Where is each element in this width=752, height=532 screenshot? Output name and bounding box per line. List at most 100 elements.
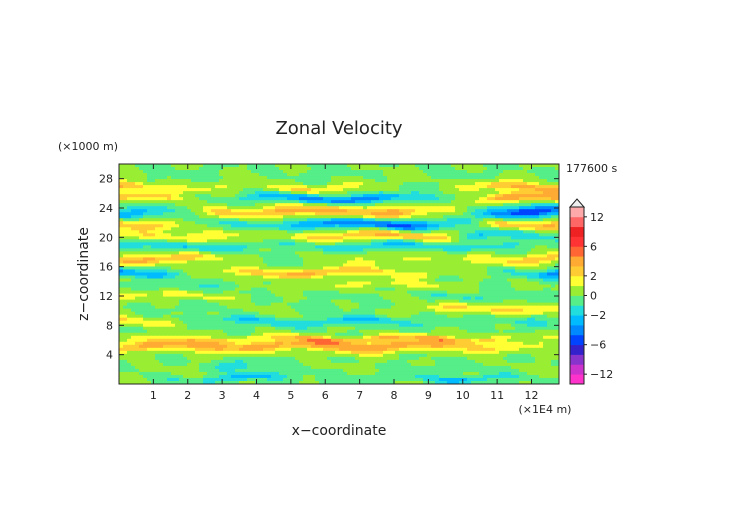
heatmap-cell xyxy=(195,251,200,256)
heatmap-cell xyxy=(199,179,204,183)
heatmap-cell xyxy=(195,194,200,198)
heatmap-cell xyxy=(523,188,528,192)
heatmap-cell xyxy=(263,299,268,304)
heatmap-cell xyxy=(239,281,244,286)
heatmap-cell xyxy=(303,200,308,204)
heatmap-cell xyxy=(231,221,236,225)
heatmap-cell xyxy=(315,182,320,186)
heatmap-cell xyxy=(483,197,488,201)
heatmap-cell xyxy=(243,197,248,201)
heatmap-cell xyxy=(399,188,404,192)
heatmap-cell xyxy=(551,293,556,298)
heatmap-cell xyxy=(423,254,428,259)
heatmap-cell xyxy=(147,263,152,268)
heatmap-cell xyxy=(411,191,416,195)
heatmap-cell xyxy=(143,179,148,183)
heatmap-cell xyxy=(291,239,296,243)
heatmap-cell xyxy=(507,254,512,259)
heatmap-cell xyxy=(207,299,212,304)
heatmap-cell xyxy=(475,284,480,289)
heatmap-cell xyxy=(251,257,256,262)
heatmap-cell xyxy=(375,200,380,204)
heatmap-cell xyxy=(211,266,216,271)
heatmap-cell xyxy=(435,164,440,168)
heatmap-cell xyxy=(451,284,456,289)
heatmap-cell xyxy=(139,242,144,246)
heatmap-cell xyxy=(271,254,276,259)
heatmap-cell xyxy=(399,164,404,168)
heatmap-cell xyxy=(191,296,196,301)
heatmap-cell xyxy=(547,290,552,295)
heatmap-cell xyxy=(383,167,388,171)
heatmap-cell xyxy=(199,185,204,189)
heatmap-cell xyxy=(307,185,312,189)
heatmap-cell xyxy=(375,230,380,234)
heatmap-cell xyxy=(447,224,452,228)
heatmap-cell xyxy=(483,275,488,280)
heatmap-cell xyxy=(259,227,264,231)
heatmap-cell xyxy=(499,242,504,246)
heatmap-cell xyxy=(303,245,308,249)
heatmap-cell xyxy=(263,188,268,192)
heatmap-cell xyxy=(243,284,248,289)
heatmap-cell xyxy=(135,185,140,189)
heatmap-cell xyxy=(447,170,452,174)
heatmap-cell xyxy=(207,173,212,177)
heatmap-cell xyxy=(539,164,544,168)
heatmap-cell xyxy=(551,230,556,234)
heatmap-cell xyxy=(331,176,336,180)
heatmap-cell xyxy=(519,230,524,234)
heatmap-cell xyxy=(263,239,268,243)
heatmap-cell xyxy=(543,188,548,192)
heatmap-cell xyxy=(495,185,500,189)
heatmap-cell xyxy=(391,170,396,174)
heatmap-cell xyxy=(283,176,288,180)
heatmap-cell xyxy=(487,227,492,231)
heatmap-cell xyxy=(355,185,360,189)
heatmap-cell xyxy=(343,164,348,168)
heatmap-cell xyxy=(367,179,372,183)
heatmap-cell xyxy=(287,260,292,265)
heatmap-cell xyxy=(523,221,528,225)
heatmap-cell xyxy=(283,167,288,171)
heatmap-cell xyxy=(467,245,472,249)
heatmap-cell xyxy=(491,296,496,301)
heatmap-cell xyxy=(239,278,244,283)
heatmap-cell xyxy=(387,176,392,180)
heatmap-cell xyxy=(363,179,368,183)
heatmap-cell xyxy=(415,278,420,283)
heatmap-cell xyxy=(175,215,180,219)
heatmap-cell xyxy=(183,242,188,246)
heatmap-cell xyxy=(231,242,236,246)
heatmap-cell xyxy=(363,251,368,256)
heatmap-cell xyxy=(291,227,296,231)
heatmap-cell xyxy=(195,248,200,252)
heatmap-cell xyxy=(379,290,384,295)
heatmap-cell xyxy=(423,287,428,292)
heatmap-cell xyxy=(395,209,400,213)
heatmap-cell xyxy=(347,236,352,240)
heatmap-cell xyxy=(511,296,516,301)
heatmap-cell xyxy=(123,173,128,177)
heatmap-cell xyxy=(475,239,480,243)
heatmap-cell xyxy=(471,284,476,289)
heatmap-cell xyxy=(411,170,416,174)
heatmap-cell xyxy=(383,224,388,228)
heatmap-cell xyxy=(139,281,144,286)
heatmap-cell xyxy=(295,248,300,252)
heatmap-cell xyxy=(479,275,484,280)
heatmap-cell xyxy=(535,275,540,280)
heatmap-cell xyxy=(535,185,540,189)
heatmap-cell xyxy=(163,233,168,237)
heatmap-cell xyxy=(367,242,372,246)
heatmap-cell xyxy=(295,233,300,237)
heatmap-cell xyxy=(335,227,340,231)
heatmap-cell xyxy=(479,296,484,301)
heatmap-cell xyxy=(523,176,528,180)
heatmap-cell xyxy=(447,290,452,295)
heatmap-cell xyxy=(183,251,188,256)
heatmap-cell xyxy=(327,296,332,301)
heatmap-cell xyxy=(515,182,520,186)
heatmap-cell xyxy=(335,293,340,298)
heatmap-cell xyxy=(195,224,200,228)
